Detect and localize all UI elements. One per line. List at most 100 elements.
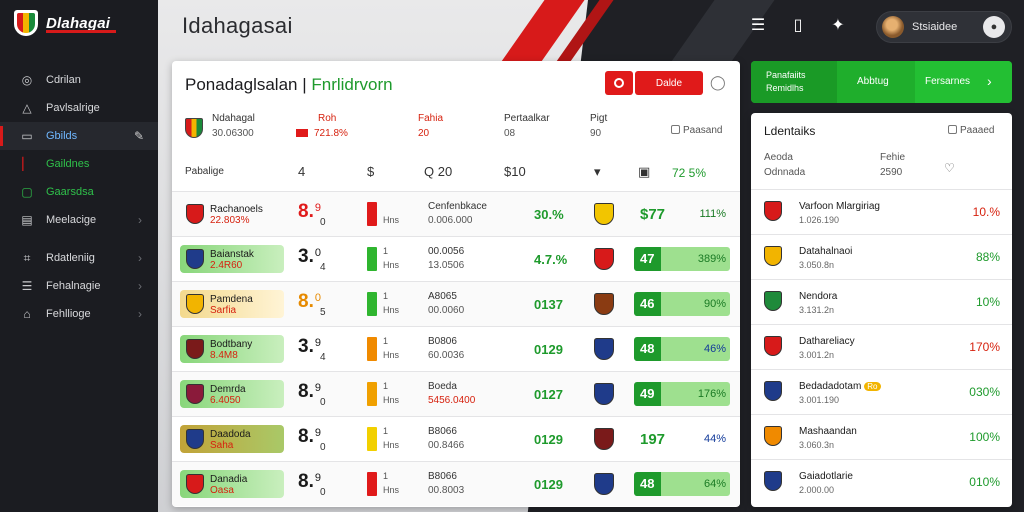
table-row[interactable]: Demrda 6.4050 8.9 0 1 Hns Boeda 5456.0400 0127 49… <box>172 371 740 416</box>
list-item-percentage: 100% <box>969 430 1000 444</box>
table-header-c2[interactable]: $ <box>367 164 375 179</box>
odds-button[interactable]: 46 90% <box>634 292 730 316</box>
list-item-percentage: 88% <box>975 250 1000 264</box>
twitter-icon[interactable]: ✦ <box>831 17 845 34</box>
score: 8.9 0 <box>298 381 326 408</box>
team-sub: 6.4050 <box>210 395 241 406</box>
card-title: Ponadaglsalan | Fnrlidrvorn <box>185 75 393 95</box>
table-header-c1[interactable]: 4 <box>298 164 306 179</box>
sidebar-item-4[interactable]: ▢ Gaarsdsa <box>0 178 158 206</box>
bar-icon: ▏ <box>22 157 32 171</box>
team-cell[interactable]: Daadoda Saha <box>180 425 284 453</box>
summary-col-2-label: Roh <box>318 113 337 124</box>
summary-filter-chip[interactable]: Paasand <box>671 125 722 136</box>
team-name: Daadoda <box>210 429 251 440</box>
chevron-right-icon[interactable]: › <box>987 73 992 89</box>
odds-percentage: 111% <box>699 208 726 220</box>
odds-value: 49 <box>640 386 655 401</box>
side-meta-1-label: Aeoda <box>764 152 793 163</box>
sidebar-item-3[interactable]: ▏ Gaildnes <box>0 150 158 178</box>
form-bar <box>367 247 377 271</box>
team-cell[interactable]: Demrda 6.4050 <box>180 380 284 408</box>
side-list: Varfoon Mlargiriag 1.026.190 10.% Datahalna… <box>751 189 1012 504</box>
match-code: Boeda <box>428 381 457 392</box>
match-list: Rachanoels 22.803% 8.9 0 Hns Cenfenbkace 0.006… <box>172 191 740 506</box>
team-sub: 8.4M8 <box>210 350 238 361</box>
record-button[interactable] <box>605 71 633 95</box>
user-menu[interactable]: Stsiaidee ● <box>876 11 1012 43</box>
pen-icon[interactable]: ✎ <box>133 129 144 143</box>
list-item[interactable]: Varfoon Mlargiriag 1.026.190 10.% <box>751 189 1012 234</box>
top-icon-bar: ☰ ▯ ✦ <box>748 14 848 36</box>
opponent-crest-icon <box>594 203 614 225</box>
list-item[interactable]: Dathareliacy 3.001.2n 170% <box>751 324 1012 369</box>
action-button[interactable]: Dalde <box>635 71 703 95</box>
side-meta-2-label: Fehie <box>880 152 906 163</box>
list-item-name: Varfoon Mlargiriag <box>799 201 880 212</box>
heart-icon[interactable]: ♡ <box>944 161 955 175</box>
team-cell[interactable]: Rachanoels 22.803% <box>180 200 284 228</box>
list-item[interactable]: Mashaandan 3.060.3n 100% <box>751 414 1012 459</box>
opponent-crest-icon <box>594 473 614 495</box>
table-header-c5[interactable]: 72 5% <box>672 166 707 180</box>
card-title-separator: | <box>297 75 312 94</box>
home-icon: ⌂ <box>23 307 31 321</box>
menu-icon[interactable]: ☰ <box>750 17 766 34</box>
team-cell[interactable]: Pamdena Sarfia <box>180 290 284 318</box>
table-row[interactable]: Pamdena Sarfia 8.0 5 1 Hns A8065 00.0060 0137 46 9… <box>172 281 740 326</box>
team-cell[interactable]: Bodtbany 8.4M8 <box>180 335 284 363</box>
list-item[interactable]: Gaiadotlarie 2.000.00 010% <box>751 459 1012 504</box>
odds-button[interactable]: 48 46% <box>634 337 730 361</box>
score-sup: 9 <box>314 382 321 394</box>
team-cell[interactable]: Baianstak 2.4R60 <box>180 245 284 273</box>
brand[interactable]: Dlahagai <box>14 10 110 36</box>
list-icon: ☰ <box>21 279 33 293</box>
promo-text-1a: Panafaiits <box>766 70 806 80</box>
avatar <box>882 16 904 38</box>
odds-button[interactable]: 197 44% <box>634 427 730 451</box>
list-item-percentage: 030% <box>969 385 1000 399</box>
notification-icon[interactable]: ● <box>983 16 1005 38</box>
list-item[interactable]: Datahalnaoi 3.050.8n 88% <box>751 234 1012 279</box>
sidebar-item-2[interactable]: ▭ Gbilds ✎ <box>0 122 158 150</box>
bar-label-bottom: Hns <box>383 215 400 225</box>
odds-percentage: 44% <box>703 433 726 445</box>
odds-button[interactable]: 49 176% <box>634 382 730 406</box>
sidebar-item-5[interactable]: ▤ Meelacige › <box>0 206 158 234</box>
promo-text-3[interactable]: Fersarnes <box>925 76 971 87</box>
brand-logo-icon <box>14 10 38 36</box>
side-filter-chip[interactable]: Paaaed <box>948 125 994 136</box>
sidebar-item-1[interactable]: △ Pavlsalrige <box>0 94 158 122</box>
score: 3.9 4 <box>298 336 326 363</box>
sidebar-item-0[interactable]: ◎ Cdrilan <box>0 66 158 94</box>
sidebar-item-8[interactable]: ⌂ Fehllioge › <box>0 300 158 328</box>
table-row[interactable]: Bodtbany 8.4M8 3.9 4 1 Hns B0806 60.0036 0129 48 4… <box>172 326 740 371</box>
summary-team: Ndahagal 30.06300 <box>212 113 255 139</box>
score-sub: 4 <box>320 352 326 363</box>
sidebar-item-6[interactable]: ⌗ Rdatleniig › <box>0 244 158 272</box>
list-item-name: Gaiadotlarie <box>799 471 853 482</box>
promo-banner[interactable]: Panafaiits Remidlhs Abbtug Fersarnes › <box>751 61 1012 103</box>
promo-text-2[interactable]: Abbtug <box>857 76 889 87</box>
summary-team-label: Ndahagal <box>212 113 255 124</box>
table-header-c4[interactable]: $10 <box>504 164 526 179</box>
table-header-c3[interactable]: Q 20 <box>424 164 453 179</box>
summary-col-3: Fahia 20 <box>418 113 443 139</box>
table-row[interactable]: Daadoda Saha 8.9 0 1 Hns B8066 00.8466 0129 197 44… <box>172 416 740 461</box>
team-cell[interactable]: Danadia Oasa <box>180 470 284 498</box>
odds-button[interactable]: 47 389% <box>634 247 730 271</box>
odds-button[interactable]: 48 64% <box>634 472 730 496</box>
list-item[interactable]: Bedadadotam Ro 3.001.190 030% <box>751 369 1012 414</box>
sidebar-item-7[interactable]: ☰ Fehalnagie › <box>0 272 158 300</box>
table-row[interactable]: Rachanoels 22.803% 8.9 0 Hns Cenfenbkace 0.006… <box>172 191 740 236</box>
score-sub: 0 <box>320 217 326 228</box>
table-row[interactable]: Baianstak 2.4R60 3.0 4 1 Hns 00.0056 13.0506 4.7… <box>172 236 740 281</box>
summary-col-4: Pertaalkar 08 <box>504 113 550 139</box>
score-main: 8. <box>298 291 314 312</box>
odds-button[interactable]: $77 111% <box>634 202 730 226</box>
list-item[interactable]: Nendora 3.131.2n 10% <box>751 279 1012 324</box>
chat-icon[interactable]: ◯ <box>710 74 726 90</box>
phone-icon[interactable]: ▯ <box>793 17 803 34</box>
team-crest-icon <box>186 204 204 224</box>
table-row[interactable]: Danadia Oasa 8.9 0 1 Hns B8066 00.8003 0129 48 64% <box>172 461 740 506</box>
